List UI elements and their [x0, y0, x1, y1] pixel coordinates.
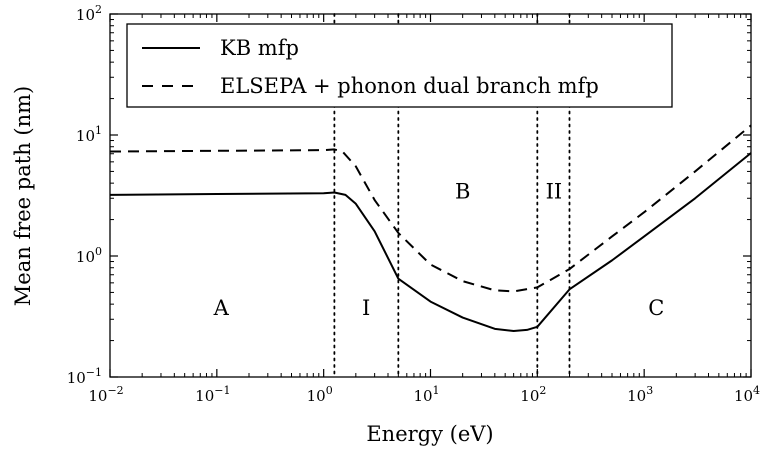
y-tick-label: 10−1	[67, 366, 102, 387]
x-tick-base: 10	[307, 387, 326, 405]
x-tick-exponent: 3	[646, 384, 653, 397]
x-tick-base: 10	[88, 387, 107, 405]
x-tick-base: 10	[520, 387, 539, 405]
legend-entry-label: KB mfp	[220, 36, 299, 60]
x-tick-exponent: −1	[214, 384, 230, 397]
legend-entry-label: ELSEPA + phonon dual branch mfp	[220, 74, 599, 98]
y-tick-base: 10	[76, 248, 95, 266]
x-tick-exponent: −2	[107, 384, 123, 397]
region-label: I	[362, 296, 370, 320]
x-tick-label: 103	[627, 384, 653, 405]
y-tick-base: 10	[76, 6, 95, 24]
legend: KB mfp ELSEPA + phonon dual branch mfp	[126, 23, 673, 108]
x-tick-label: 102	[520, 384, 546, 405]
region-label: A	[213, 296, 230, 320]
x-tick-label: 101	[413, 384, 439, 405]
y-tick-base: 10	[67, 369, 86, 387]
x-tick-exponent: 2	[539, 384, 546, 397]
y-tick-label: 101	[76, 124, 102, 145]
x-tick-base: 10	[734, 387, 753, 405]
y-tick-label: 100	[76, 245, 102, 266]
y-tick-base: 10	[76, 127, 95, 145]
x-tick-label: 10−1	[195, 384, 230, 405]
region-label: II	[546, 180, 563, 204]
y-tick-exponent: −1	[86, 366, 102, 379]
x-tick-exponent: 4	[753, 384, 760, 397]
y-tick-exponent: 2	[95, 3, 102, 16]
x-tick-label: 100	[307, 384, 333, 405]
region-label: C	[648, 296, 664, 320]
y-tick-exponent: 1	[95, 124, 102, 137]
y-tick-exponent: 0	[95, 245, 102, 258]
x-tick-base: 10	[413, 387, 432, 405]
x-tick-label: 104	[734, 384, 760, 405]
x-tick-exponent: 1	[433, 384, 440, 397]
y-tick-label: 102	[76, 3, 102, 24]
x-tick-base: 10	[627, 387, 646, 405]
x-tick-base: 10	[195, 387, 214, 405]
series-line-kb-mfp	[109, 152, 752, 332]
x-axis-label: Energy (eV)	[366, 422, 493, 446]
series-line-elsepa-phonon	[109, 124, 752, 293]
y-axis-label: Mean free path (nm)	[11, 86, 35, 306]
region-label: B	[455, 180, 470, 204]
x-tick-label: 10−2	[88, 384, 123, 405]
x-tick-exponent: 0	[326, 384, 333, 397]
legend-box	[126, 23, 673, 108]
